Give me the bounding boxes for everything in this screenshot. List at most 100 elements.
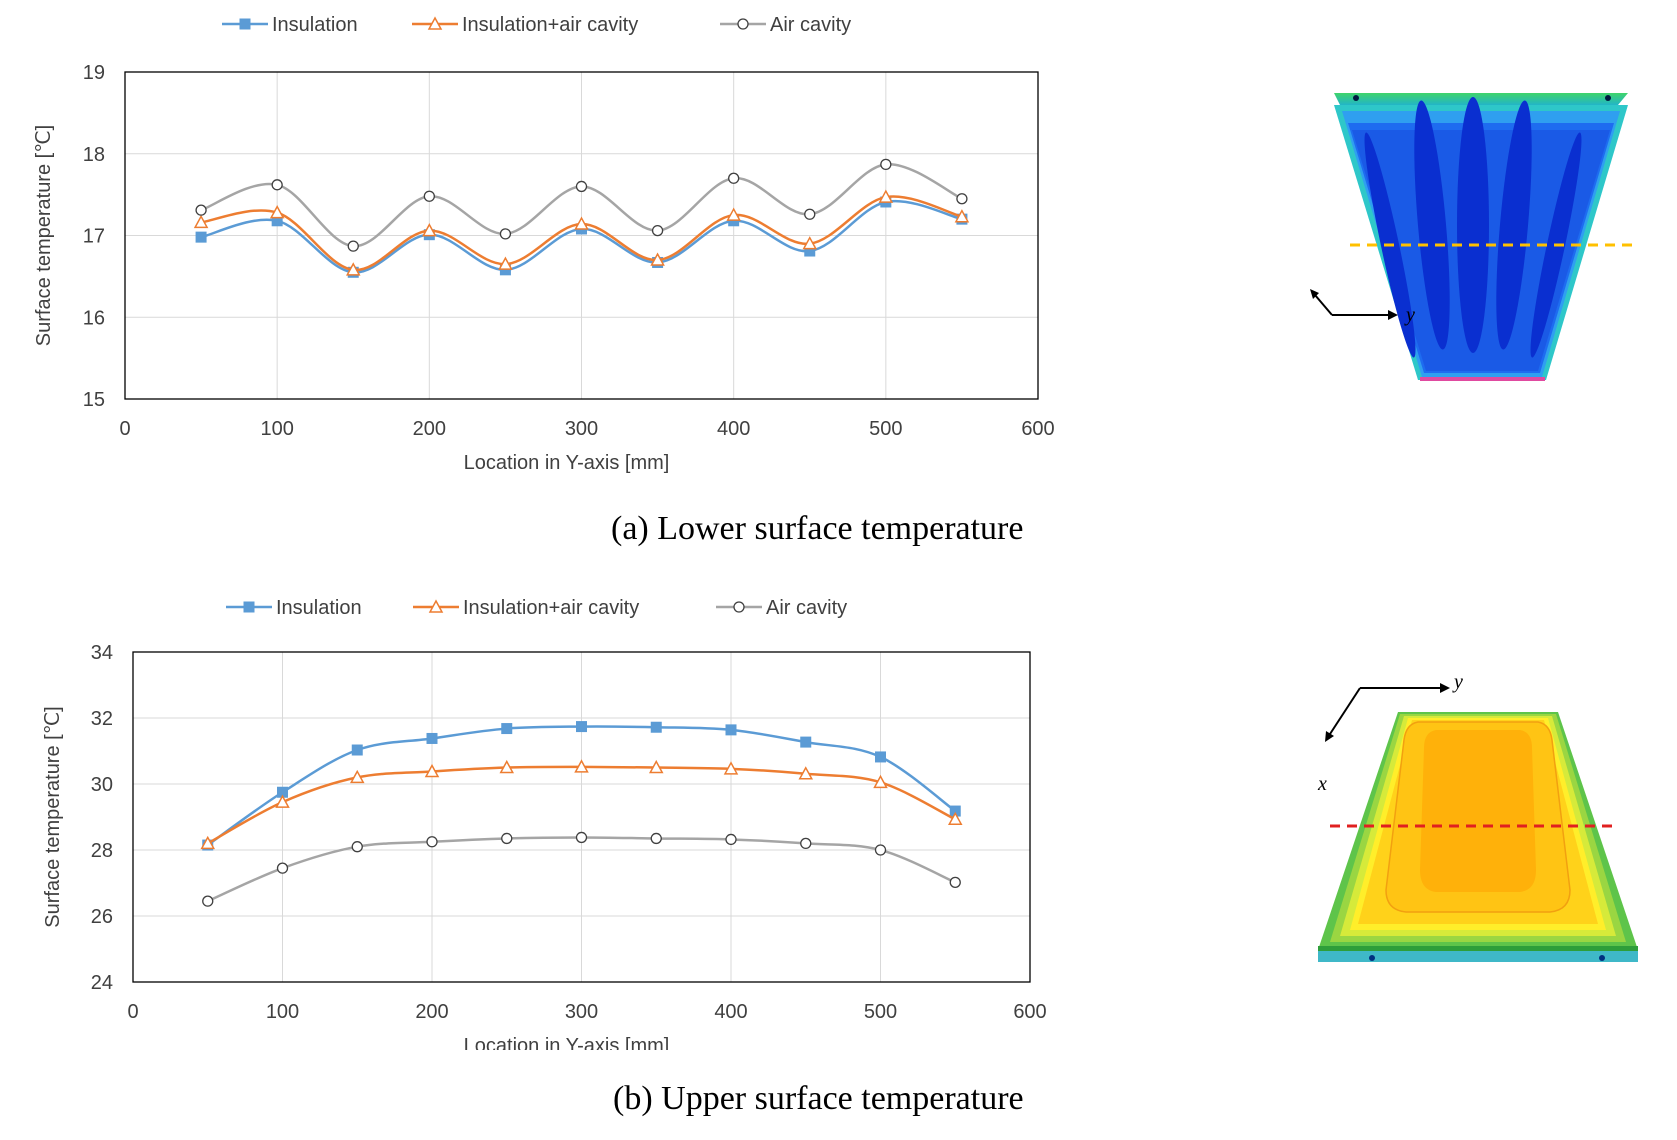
y-tick-label: 15 [83, 389, 105, 411]
legend-label: Insulation [276, 597, 362, 619]
series-air-cavity [202, 831, 961, 907]
y-axis-title: Surface temperature [℃] [42, 706, 64, 927]
data-point [423, 190, 435, 202]
chart-lower-surface-temperature: 0 100 200 300 400 500 600 15 16 17 18 19 Location in… [33, 14, 1055, 474]
y-tick-label: 18 [83, 144, 105, 166]
y-tick-label: 34 [91, 642, 113, 664]
data-point [574, 759, 589, 773]
data-point [499, 228, 512, 240]
data-point [347, 240, 359, 252]
caption-upper: (b) Upper surface temperature [613, 1080, 1024, 1117]
legend-label: Air cavity [766, 597, 847, 619]
data-point [575, 180, 588, 193]
x-tick-label: 500 [869, 418, 902, 440]
data-point [574, 216, 589, 230]
y-tick-label: 30 [91, 774, 113, 796]
legend-item: Insulation+air cavity [413, 597, 639, 619]
series-insulation-air-cavity [193, 189, 970, 276]
y-tick-label: 32 [91, 708, 113, 730]
x-tick-label: 300 [565, 418, 598, 440]
data-point [650, 832, 662, 845]
legend-label: Insulation [272, 14, 358, 36]
data-point [874, 844, 887, 856]
y-tick-label: 24 [91, 972, 113, 994]
series-air-cavity [195, 158, 968, 252]
x-tick-label: 500 [864, 1001, 897, 1023]
data-point [804, 208, 816, 220]
data-point [650, 252, 665, 266]
legend-marker [428, 599, 444, 613]
data-point [271, 179, 283, 191]
legend-marker [733, 601, 745, 613]
data-point [269, 205, 285, 219]
legend-marker [737, 18, 749, 30]
x-axis-title: Location in Y-axis [mm] [464, 452, 670, 474]
data-point [200, 835, 216, 850]
x-tick-label: 600 [1021, 418, 1054, 440]
data-point [949, 876, 961, 888]
x-tick-label: 400 [717, 418, 750, 440]
lower-surface-contour-image: x y [1310, 93, 1634, 381]
legend-marker [243, 601, 255, 613]
x-tick-label: 0 [119, 418, 130, 440]
data-point [349, 769, 365, 784]
data-point [723, 761, 739, 775]
data-point [276, 862, 289, 874]
legend-label: Insulation+air cavity [462, 14, 638, 36]
data-point [575, 831, 588, 844]
panel-upper: 0 100 200 300 400 500 600 24 26 28 30 32 34 Location … [0, 570, 1677, 1140]
data-point [956, 193, 968, 205]
data-point [351, 744, 363, 756]
legend-marker [239, 18, 251, 30]
data-point [422, 223, 437, 237]
data-point [576, 721, 587, 733]
data-point [275, 794, 290, 808]
x-tick-label: 0 [127, 1001, 138, 1023]
data-point [725, 833, 737, 846]
data-point [800, 837, 812, 850]
data-point [798, 766, 814, 780]
legend-item: Insulation [222, 14, 358, 36]
axis-y-label: y [1452, 671, 1463, 693]
legend-label: Air cavity [770, 14, 851, 36]
series-insulation-air-cavity [200, 759, 963, 850]
plot-area-border [132, 651, 1031, 983]
data-point [193, 214, 209, 229]
data-point [195, 204, 207, 216]
legend-marker [427, 16, 443, 30]
data-point [875, 751, 886, 763]
caption-lower: (a) Lower surface temperature [611, 510, 1024, 547]
data-point [351, 841, 363, 853]
y-tick-label: 26 [91, 906, 113, 928]
legend-item: Air cavity [716, 597, 847, 619]
y-tick-label: 28 [91, 840, 113, 862]
x-tick-label: 100 [266, 1001, 299, 1023]
data-point [501, 832, 513, 845]
data-point [726, 207, 741, 221]
x-tick-label: 600 [1013, 1001, 1046, 1023]
x-tick-label: 100 [260, 418, 293, 440]
x-tick-label: 400 [714, 1001, 747, 1023]
x-tick-label: 200 [415, 1001, 448, 1023]
legend-item: Insulation+air cavity [412, 14, 638, 36]
chart-upper-surface-temperature: 0 100 200 300 400 500 600 24 26 28 30 32 34 Location … [42, 597, 1047, 1050]
data-point [954, 209, 970, 223]
data-point [501, 723, 513, 735]
legend-item: Air cavity [720, 14, 851, 36]
x-tick-label: 200 [413, 418, 446, 440]
data-point [424, 763, 440, 778]
data-point [728, 172, 740, 184]
plot-area-border [124, 71, 1039, 400]
data-point [651, 224, 664, 237]
x-axis-title: Location in Y-axis [mm] [464, 1035, 670, 1050]
data-point [426, 836, 438, 848]
upper-surface-contour-image: y x [1317, 671, 1638, 962]
data-point [650, 721, 662, 733]
data-point [800, 736, 812, 748]
data-point [802, 236, 818, 250]
data-point [725, 724, 737, 736]
data-point [345, 262, 361, 276]
data-point [195, 231, 207, 243]
data-point [202, 895, 214, 907]
data-point [880, 158, 892, 171]
